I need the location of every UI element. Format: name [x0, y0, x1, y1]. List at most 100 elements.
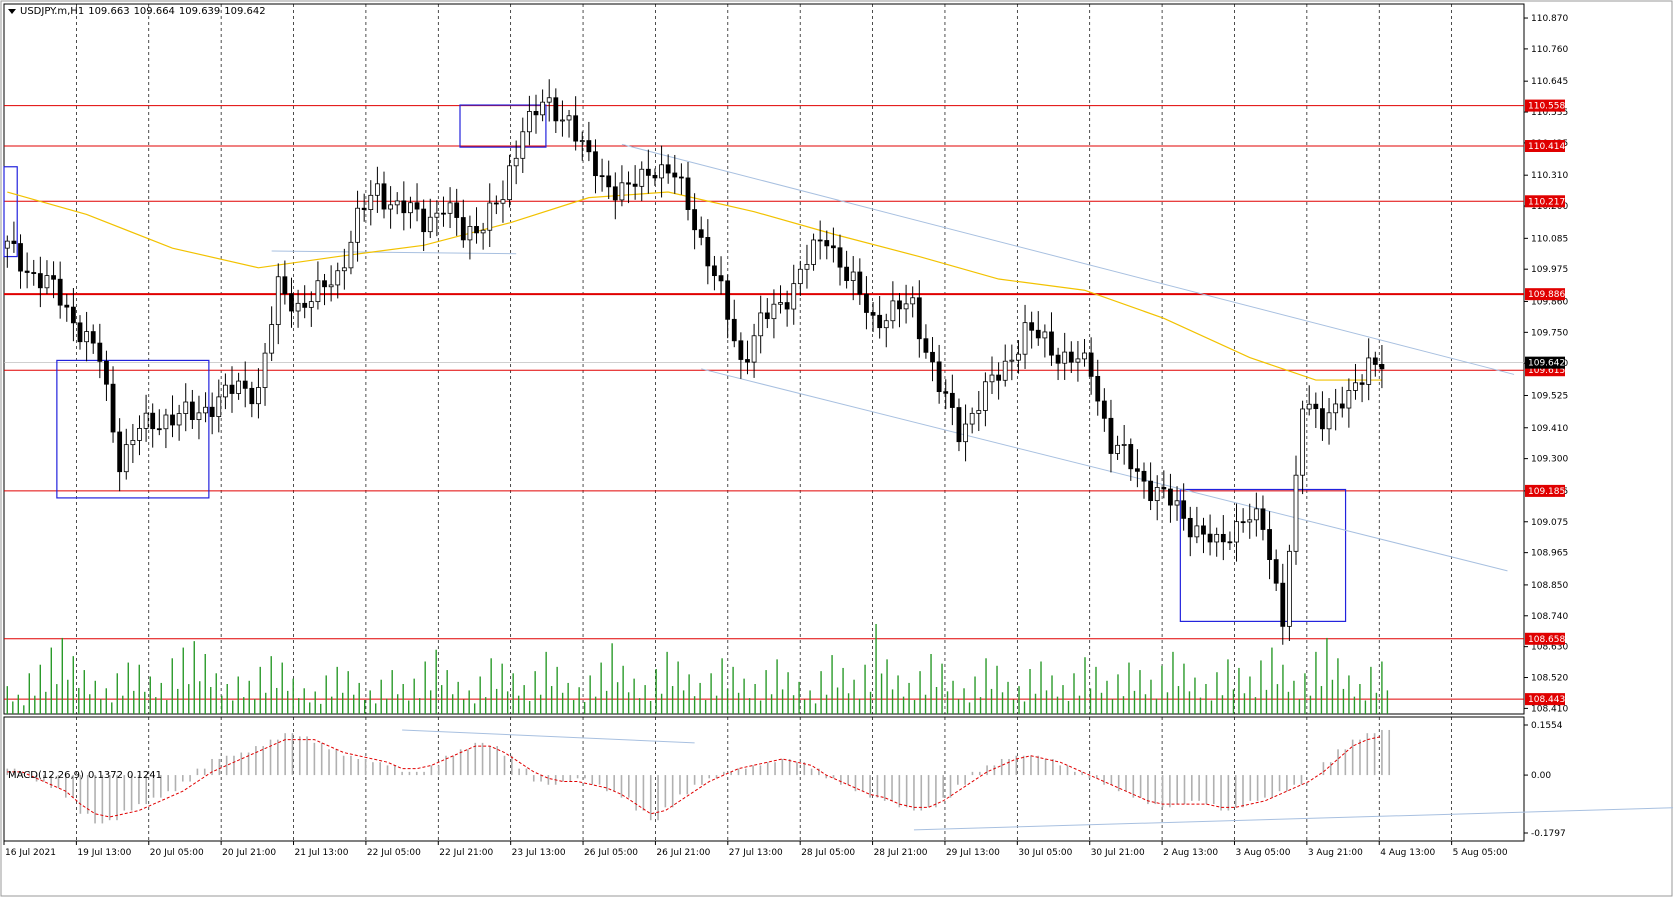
candle-body [1141, 470, 1147, 482]
x-tick-label: 16 Jul 2021 [5, 848, 56, 858]
x-tick-label: 3 Aug 05:00 [1235, 848, 1290, 858]
candle-body [560, 119, 565, 122]
y-tick-label: 110.645 [1531, 77, 1568, 87]
candle-body [982, 381, 988, 411]
candle-body [1154, 487, 1160, 502]
candle-body [1194, 525, 1200, 538]
macd-y-tick-label: 0.1554 [1531, 721, 1563, 731]
candle-body [315, 280, 321, 303]
candle-body [1168, 488, 1173, 506]
macd-y-tick-label: -0.1797 [1531, 829, 1566, 839]
candle-body [678, 176, 684, 179]
x-tick-label: 27 Jul 13:00 [729, 848, 783, 858]
candle-body [302, 302, 308, 308]
candle-body [976, 410, 982, 414]
candle-body [606, 175, 612, 188]
candle-body [850, 271, 856, 281]
candle-body [672, 172, 678, 178]
candle-body [1306, 403, 1312, 410]
y-tick-label: 110.085 [1531, 234, 1568, 244]
candle-body [758, 312, 764, 337]
x-tick-label: 22 Jul 05:00 [367, 848, 421, 858]
candle-body [738, 340, 744, 360]
candle-body [1181, 500, 1187, 519]
candle-body [90, 331, 96, 344]
candle-body [1201, 525, 1206, 535]
candle-body [1359, 382, 1365, 385]
candle-body [877, 314, 883, 329]
candle-body [712, 265, 717, 277]
x-tick-label: 30 Jul 21:00 [1091, 848, 1145, 858]
candle-body [1055, 354, 1061, 364]
candle-body [183, 401, 189, 414]
y-tick-label: 110.535 [1531, 108, 1568, 118]
macd-panel-frame [3, 716, 1525, 842]
candle-body [374, 183, 380, 196]
candle-body [4, 240, 10, 249]
candle-body [242, 380, 248, 389]
candle-body [348, 241, 354, 269]
macd-signal-value: 0.1241 [126, 770, 162, 781]
candle-body [355, 207, 360, 243]
x-tick-label: 29 Jul 13:00 [946, 848, 1000, 858]
candle-body [97, 342, 103, 362]
candle-body [540, 101, 546, 116]
macd-divergence-line [402, 729, 695, 744]
candle-body [447, 202, 453, 214]
high-value: 109.664 [133, 6, 175, 17]
candle-body [731, 318, 737, 342]
candle-body [381, 183, 387, 210]
candle-body [897, 300, 902, 310]
candle-body [341, 267, 347, 272]
y-tick-label: 110.310 [1531, 171, 1568, 181]
x-tick-label: 3 Aug 21:00 [1308, 848, 1363, 858]
candle-body [335, 270, 341, 286]
candle-body [1174, 500, 1180, 506]
candle-body [705, 237, 711, 267]
level-badge [1525, 484, 1565, 497]
x-tick-label: 28 Jul 05:00 [801, 848, 855, 858]
candle-body [18, 243, 23, 272]
y-tick-label: 108.520 [1531, 674, 1568, 684]
candle-body [441, 212, 446, 215]
candle-body [1346, 390, 1352, 409]
level-badge-label: 109.185 [1528, 487, 1565, 497]
candle-body [209, 406, 215, 417]
candle-body [1187, 517, 1193, 538]
x-tick-label: 20 Jul 21:00 [222, 848, 276, 858]
candle-body [573, 115, 579, 142]
level-badge [1525, 140, 1565, 152]
trend-line [271, 250, 517, 255]
level-badge [1525, 693, 1565, 706]
candle-body [1207, 533, 1213, 543]
macd-y-tick-label: 0.00 [1531, 771, 1551, 781]
candle-body [487, 202, 493, 231]
candle-body [388, 204, 394, 210]
candle-body [659, 164, 664, 179]
close-value: 109.642 [224, 6, 266, 17]
level-badge [1525, 288, 1565, 301]
candle-body [949, 392, 955, 408]
candle-body [612, 186, 618, 201]
level-badge-label: 110.414 [1528, 142, 1565, 152]
candle-body [460, 217, 466, 241]
candle-body [1016, 353, 1021, 361]
x-tick-label: 26 Jul 21:00 [656, 848, 710, 858]
macd-divergence-line [913, 807, 1673, 831]
candle-body [725, 280, 731, 320]
candle-body [229, 384, 235, 394]
candle-body [665, 164, 671, 174]
candle-body [652, 174, 658, 179]
candle-body [1247, 519, 1253, 523]
candle-body [421, 208, 427, 233]
candle-body [857, 271, 863, 295]
candle-body [176, 413, 182, 426]
candle-body [751, 335, 757, 363]
candle-body [1293, 474, 1299, 552]
dropdown-triangle-icon[interactable] [8, 8, 16, 14]
candle-body [401, 200, 407, 214]
candle-body [1240, 521, 1246, 524]
candle-body [1095, 375, 1101, 402]
